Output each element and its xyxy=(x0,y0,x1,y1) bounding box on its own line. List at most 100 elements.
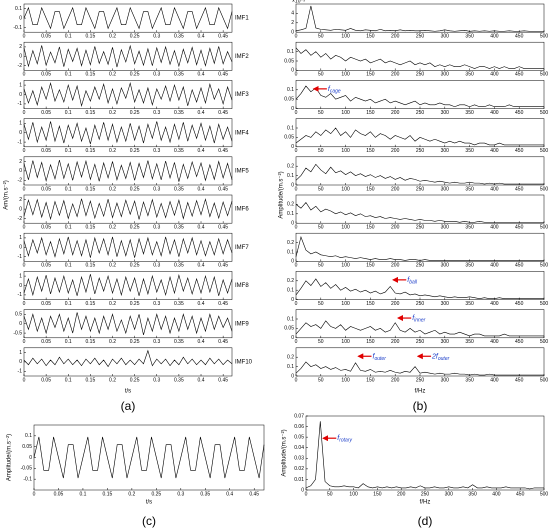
x-tick-label: 450 xyxy=(515,186,524,192)
x-tick-label: 0.15 xyxy=(86,148,96,154)
x-tick-label: 200 xyxy=(391,263,400,269)
x-tick-label: 50 xyxy=(318,110,324,116)
x-tick-label: 0.35 xyxy=(174,263,184,269)
panel-label: IMF9 xyxy=(235,321,249,327)
annotation-subscript: cage xyxy=(330,89,341,95)
x-tick-label: 0.3 xyxy=(153,339,160,345)
x-tick-label: 400 xyxy=(490,72,499,78)
x-tick-label: 0.45 xyxy=(218,225,228,231)
y-tick-label: 0 xyxy=(19,54,22,60)
y-tick-label: 0.04 xyxy=(294,445,304,451)
x-tick-label: 450 xyxy=(515,225,524,231)
caption: (a) xyxy=(121,399,136,413)
y-tick-label: 0 xyxy=(291,182,294,188)
x-tick-label: 0.35 xyxy=(200,491,210,497)
x-tick-label: 300 xyxy=(441,34,450,40)
x-tick-label: 400 xyxy=(490,377,499,383)
signal-line xyxy=(295,5,544,32)
x-tick-label: 0.3 xyxy=(153,186,160,192)
x-tick-label: 300 xyxy=(441,148,450,154)
y-tick-label: -1 xyxy=(18,292,23,298)
panel-frame xyxy=(295,232,545,262)
x-tick-label: 50 xyxy=(327,491,333,497)
y-axis-label: Amplitude/(m.s⁻²) xyxy=(7,434,13,481)
panel-frame xyxy=(295,41,545,71)
x-tick-label: 300 xyxy=(441,72,450,78)
x-tick-label: 0 xyxy=(23,225,26,231)
panel-frame xyxy=(295,194,545,224)
x-tick-label: 200 xyxy=(397,491,406,497)
annotation-label: frotary xyxy=(337,435,352,444)
caption: (c) xyxy=(142,514,156,528)
x-tick-label: 300 xyxy=(441,301,450,307)
x-tick-label: 0.15 xyxy=(86,377,96,383)
x-tick-label: 0.3 xyxy=(177,491,184,497)
x-tick-label: 250 xyxy=(416,186,425,192)
x-tick-label: 100 xyxy=(341,110,350,116)
x-tick-label: 0.3 xyxy=(153,301,160,307)
x-tick-label: 350 xyxy=(465,339,474,345)
x-tick-label: 0.15 xyxy=(86,263,96,269)
y-tick-label: 0.1 xyxy=(15,6,22,12)
y-tick-label: 0.02 xyxy=(294,466,304,472)
y-tick-label: -2 xyxy=(18,63,23,69)
x-tick-label: 0.3 xyxy=(153,34,160,40)
x-tick-label: 0.4 xyxy=(198,263,205,269)
x-tick-label: 50 xyxy=(318,263,324,269)
x-tick-label: 150 xyxy=(366,377,375,383)
x-tick-label: 100 xyxy=(341,301,350,307)
y-tick-label: 0 xyxy=(19,168,22,174)
panel-frame xyxy=(295,347,545,377)
panel-frame xyxy=(295,156,545,186)
x-tick-label: 100 xyxy=(341,377,350,383)
y-tick-label: 0.1 xyxy=(287,87,294,93)
x-tick-label: 0.25 xyxy=(130,34,140,40)
x-tick-label: 150 xyxy=(366,110,375,116)
panel-frame xyxy=(305,415,545,491)
x-tick-label: 0.05 xyxy=(41,110,51,116)
x-tick-label: 350 xyxy=(465,110,474,116)
x-tick-label: 0 xyxy=(295,263,298,269)
x-tick-label: 0.2 xyxy=(109,148,116,154)
y-tick-label: 0 xyxy=(19,283,22,289)
x-tick-label: 0 xyxy=(23,339,26,345)
x-tick-label: 250 xyxy=(416,110,425,116)
x-tick-label: 350 xyxy=(465,377,474,383)
y-tick-label: 2 xyxy=(19,159,22,165)
x-tick-label: 500 xyxy=(540,339,549,345)
x-tick-label: 200 xyxy=(391,225,400,231)
x-tick-label: 450 xyxy=(515,148,524,154)
x-tick-label: 0.45 xyxy=(218,301,228,307)
y-tick-label: 0.03 xyxy=(294,456,304,462)
x-tick-label: 0.1 xyxy=(65,301,72,307)
panel-frame xyxy=(23,271,233,300)
x-tick-label: 0.2 xyxy=(109,339,116,345)
x-tick-label: 0.2 xyxy=(109,263,116,269)
x-tick-label: 0.2 xyxy=(109,72,116,78)
y-axis-label: Amplitude/(m.s⁻²) xyxy=(282,429,288,476)
x-tick-label: 0 xyxy=(295,186,298,192)
signal-line xyxy=(295,163,544,185)
x-tick-label: 0.45 xyxy=(218,148,228,154)
x-tick-label: 0.4 xyxy=(198,186,205,192)
y-tick-label: 0.05 xyxy=(22,444,32,450)
x-tick-label: 250 xyxy=(421,491,430,497)
x-tick-label: 150 xyxy=(366,225,375,231)
x-tick-label: 400 xyxy=(490,263,499,269)
y-tick-label: -1 xyxy=(18,369,23,375)
x-tick-label: 100 xyxy=(341,339,350,345)
x-axis-label: f/Hz xyxy=(420,500,431,506)
y-tick-label: 0 xyxy=(19,206,22,212)
x-tick-label: 400 xyxy=(490,34,499,40)
x-tick-label: 0.15 xyxy=(86,339,96,345)
signal-line xyxy=(23,273,233,297)
annotation-symbol: f xyxy=(407,277,410,284)
panel-frame xyxy=(295,118,545,148)
x-tick-label: 500 xyxy=(540,225,549,231)
x-tick-label: 0.05 xyxy=(41,72,51,78)
x-tick-label: 0.15 xyxy=(86,301,96,307)
x-tick-label: 0.05 xyxy=(41,225,51,231)
annotation-symbol: f xyxy=(337,435,340,442)
x-tick-label: 300 xyxy=(441,225,450,231)
x-tick-label: 0.4 xyxy=(198,377,205,383)
